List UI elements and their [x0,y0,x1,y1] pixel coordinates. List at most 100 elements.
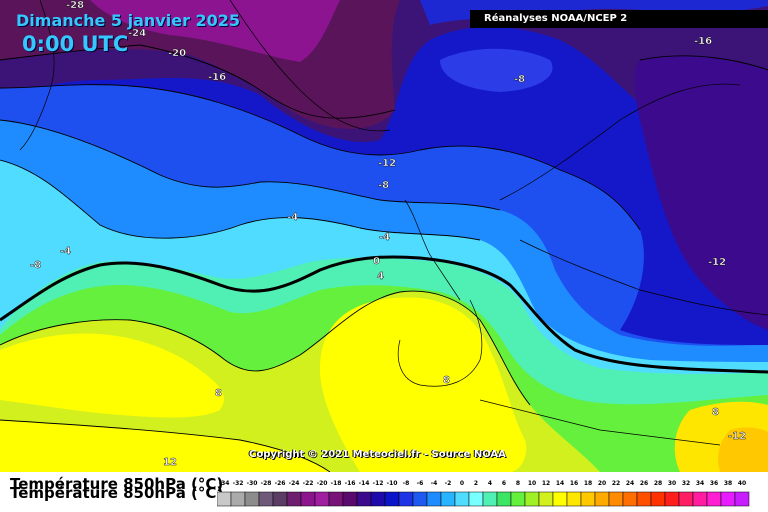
legend-color-swatch [314,491,330,507]
legend-color-swatch [412,491,428,507]
legend-tick-label: -30 [247,480,258,487]
legend-tick-label: -18 [331,480,342,487]
band-12-west [0,333,224,418]
legend-tick-label: -20 [317,480,328,487]
legend-color-swatch [328,491,344,507]
legend-color-swatch [524,491,540,507]
legend-color-swatch [426,491,442,507]
copyright-text: Copyright © 2021 Meteociel.fr - Source N… [249,449,506,460]
zero-isotherm [0,255,768,374]
band-12-iberia [320,297,527,472]
legend-color-swatch [538,491,554,507]
legend-color-swatch [342,491,358,507]
legend-tick-label: 30 [668,480,676,487]
legend-tick-label: -26 [275,480,286,487]
legend-tick-label: -8 [403,480,410,487]
contour-label: 0 [373,256,380,267]
legend-color-swatch [510,491,526,507]
band-minus24 [90,0,340,62]
legend-color-swatch [384,491,400,507]
legend-tick-label: 12 [542,480,550,487]
contour-label: -12 [708,257,726,268]
legend-tick-label: 0 [460,480,464,487]
contour-label: -20 [168,48,186,59]
isotherm-lines [0,44,768,472]
legend-color-swatch [608,491,624,507]
legend-tick-label: -28 [261,480,272,487]
legend-color-swatch [706,491,722,507]
legend-color-swatch [482,491,498,507]
legend-title-shadow: Température 850hPa (°C) [10,484,224,502]
legend-color-swatch [217,491,232,507]
legend-color-swatch [272,491,288,507]
band-minus16-lobe [634,55,768,331]
legend-color-swatch [678,491,694,507]
legend-tick-label: 6 [502,480,506,487]
contour-label: -8 [514,74,525,85]
contour-label: -4 [287,212,298,223]
legend-tick-label: 24 [626,480,634,487]
legend-color-swatch [622,491,638,507]
legend-color-swatch [468,491,484,507]
contour-label: -24 [128,28,146,39]
legend-color-swatch [440,491,456,507]
legend-tick-label: -34 [219,480,230,487]
contour-label: 12 [163,457,177,468]
legend-tick-label: 34 [696,480,704,487]
legend-tick-label: 14 [556,480,564,487]
legend-color-swatch [650,491,666,507]
legend-tick-label: -2 [445,480,452,487]
legend-color-swatch [286,491,302,507]
contour-label: 8 [443,375,450,386]
contour-label: -4 [379,232,390,243]
legend-color-swatch [594,491,610,507]
legend-tick-label: 16 [570,480,578,487]
forecast-date: Dimanche 5 janvier 2025 [16,11,241,30]
legend-color-swatch [454,491,470,507]
contour-label: -16 [208,72,226,83]
band-16-east [718,427,768,472]
legend-tick-label: 40 [738,480,746,487]
legend-tick-label: 22 [612,480,620,487]
contour-label: -12 [378,158,396,169]
legend-title: Température 850hPa (°C) [10,475,224,493]
legend-color-swatch [566,491,582,507]
legend-tick-label: 18 [584,480,592,487]
legend-tick-label: 38 [724,480,732,487]
temperature-map: -28 -24 -20 -16 -16 -8 -12 -8 -4 -4 -8 -… [0,0,768,472]
legend-color-swatch [734,491,750,507]
band-minus8-east [420,0,768,25]
legend-color-swatch [720,491,736,507]
legend-tick-label: 26 [640,480,648,487]
legend-color-swatch [244,491,260,507]
contour-label-group: -28 -24 -20 -16 -16 -8 -12 -8 -4 -4 -8 -… [30,0,747,468]
legend-tick-label: 2 [474,480,478,487]
contour-label: 4 [377,271,384,282]
contour-label: 8 [215,388,222,399]
source-label: Réanalyses NOAA/NCEP 2 [470,10,768,28]
legend-tick-label: -24 [289,480,300,487]
legend-tick-label: -16 [345,480,356,487]
contour-label: 8 [712,407,719,418]
contour-label: -16 [694,36,712,47]
legend-color-swatch [580,491,596,507]
contour-label: -28 [66,0,84,11]
map-canvas: -28 -24 -20 -16 -16 -8 -12 -8 -4 -4 -8 -… [0,0,768,472]
legend-color-swatch [258,491,274,507]
color-scale-bar: -34 -32 -30 -28 -26 -24 -22 -20 -18 -16 -14 -12 -10-… [217,480,750,507]
legend-color-swatch [496,491,512,507]
legend-color-swatch [230,491,246,507]
legend-tick-label: 28 [654,480,662,487]
legend-tick-label: -10 [387,480,398,487]
legend-color-swatch [636,491,652,507]
legend-tick-label: 4 [488,480,492,487]
contour-label: -12 [728,431,746,442]
legend-tick-label: -6 [417,480,424,487]
band-minus12-atlantic [440,48,553,92]
legend-tick-label: -32 [233,480,244,487]
legend-color-swatch [664,491,680,507]
legend-color-swatch [356,491,372,507]
legend-color-swatch [692,491,708,507]
legend-tick-label: 8 [516,480,520,487]
contour-label: -4 [60,246,71,257]
